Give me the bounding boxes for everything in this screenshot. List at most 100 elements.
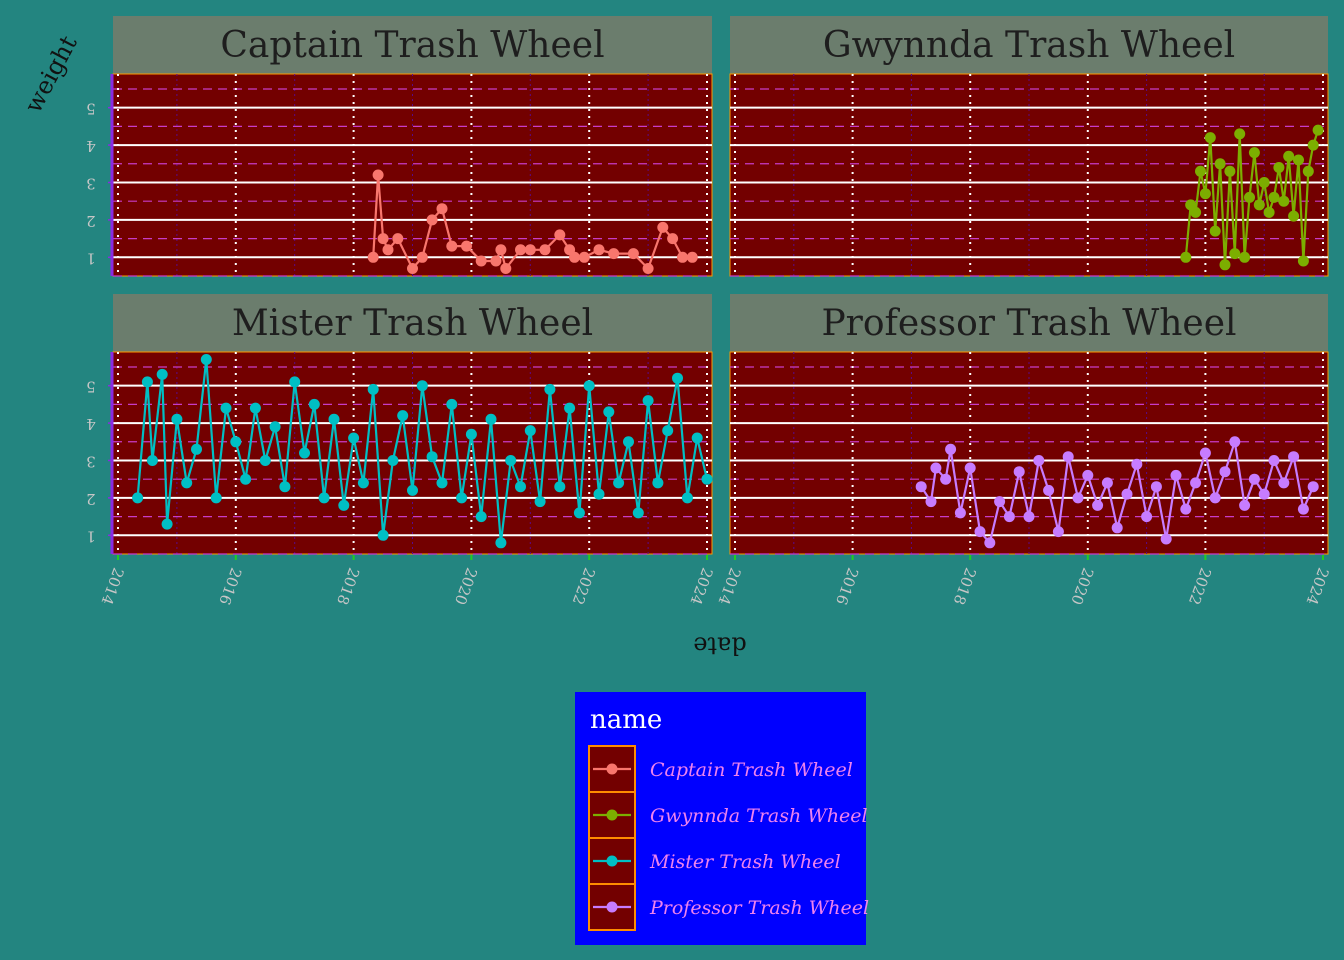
data-point xyxy=(578,251,590,263)
data-point xyxy=(544,383,556,395)
data-point xyxy=(1190,477,1202,489)
data-point xyxy=(1199,447,1211,459)
data-point xyxy=(974,526,986,538)
y-tick-label: 5 xyxy=(86,378,96,396)
legend-key-point xyxy=(606,763,618,775)
data-point xyxy=(1312,124,1324,136)
legend-entry-professor-trash-wheel: Professor Trash Wheel xyxy=(588,883,869,931)
data-point xyxy=(171,413,183,425)
data-point xyxy=(181,477,193,489)
data-point xyxy=(382,244,394,256)
data-point xyxy=(407,263,418,274)
data-point xyxy=(554,229,566,241)
data-point xyxy=(1234,128,1246,140)
data-point xyxy=(495,537,507,549)
data-point xyxy=(1229,248,1241,260)
data-point xyxy=(357,477,369,489)
y-tick-label: 1 xyxy=(86,527,96,545)
data-point xyxy=(1170,469,1182,481)
data-point xyxy=(662,425,674,437)
y-tick-label: 2 xyxy=(86,212,96,230)
data-point xyxy=(436,203,448,215)
facet-panel-gwynnda-trash-wheel: Gwynnda Trash Wheel xyxy=(729,16,1329,277)
x-tick-label: 2020 xyxy=(1067,565,1097,607)
data-point xyxy=(515,481,526,493)
data-point xyxy=(1121,488,1133,500)
data-point xyxy=(397,410,409,422)
data-point xyxy=(1204,132,1216,144)
data-point xyxy=(964,462,976,474)
data-point xyxy=(161,518,173,530)
data-point xyxy=(328,413,340,425)
data-point xyxy=(456,492,468,504)
data-point xyxy=(1033,455,1045,466)
data-point xyxy=(367,251,379,263)
data-point xyxy=(608,248,620,260)
data-point xyxy=(318,492,330,504)
y-tick-label: 3 xyxy=(86,452,96,470)
data-point xyxy=(1082,469,1094,481)
data-point xyxy=(1297,255,1309,267)
data-point xyxy=(1288,210,1300,222)
data-point xyxy=(1101,477,1113,489)
data-point xyxy=(1307,481,1319,493)
data-point xyxy=(930,462,942,474)
data-point xyxy=(945,443,957,455)
facet-strip-label: Professor Trash Wheel xyxy=(821,303,1236,344)
y-tick-label: 4 xyxy=(86,415,96,433)
data-point xyxy=(1268,455,1280,466)
data-point xyxy=(338,499,350,511)
legend-label: Captain Trash Wheel xyxy=(650,759,853,781)
y-tick-label: 5 xyxy=(86,100,96,118)
data-point xyxy=(436,477,448,489)
data-point xyxy=(1302,165,1314,177)
data-point xyxy=(475,255,487,267)
facet-strip-label: Gwynnda Trash Wheel xyxy=(823,25,1235,66)
data-point xyxy=(1248,147,1260,159)
x-tick-label: 2024 xyxy=(1302,565,1332,607)
data-point xyxy=(564,402,576,414)
data-point xyxy=(461,240,472,252)
data-point xyxy=(583,380,595,392)
data-point xyxy=(1131,458,1143,470)
data-point xyxy=(603,406,615,418)
legend-key-point xyxy=(606,809,618,821)
data-point xyxy=(524,244,536,256)
data-point xyxy=(569,251,580,263)
data-point xyxy=(672,372,683,384)
x-tick-label: 2022 xyxy=(1185,565,1215,607)
facet-strip-label: Captain Trash Wheel xyxy=(220,25,604,66)
data-point xyxy=(1072,492,1084,504)
data-point xyxy=(1043,484,1055,496)
data-point xyxy=(1297,503,1309,515)
data-point xyxy=(249,402,261,414)
facet-strip xyxy=(113,16,712,74)
legend-key-point xyxy=(606,855,618,867)
data-point xyxy=(1199,188,1211,200)
data-point xyxy=(1307,139,1319,151)
data-point xyxy=(524,425,536,437)
data-point xyxy=(984,537,996,549)
x-tick-label: 2014 xyxy=(714,565,744,607)
series-line-gwynnda-trash-wheel xyxy=(1184,129,1320,265)
data-point xyxy=(230,436,242,448)
data-point xyxy=(348,432,360,444)
data-point xyxy=(515,244,526,256)
data-point xyxy=(1258,488,1270,500)
data-point xyxy=(490,255,502,267)
data-point xyxy=(1239,499,1251,511)
data-point xyxy=(146,455,158,466)
data-point xyxy=(1013,466,1025,478)
data-point xyxy=(465,428,477,440)
data-point xyxy=(554,481,566,493)
data-point xyxy=(200,354,212,365)
data-point xyxy=(623,436,634,448)
data-point xyxy=(1239,251,1251,263)
data-point xyxy=(1160,533,1172,545)
x-tick-label: 2024 xyxy=(686,565,716,607)
data-point xyxy=(1219,466,1231,478)
data-point xyxy=(505,455,517,466)
data-point xyxy=(377,529,389,541)
data-point xyxy=(642,395,654,407)
